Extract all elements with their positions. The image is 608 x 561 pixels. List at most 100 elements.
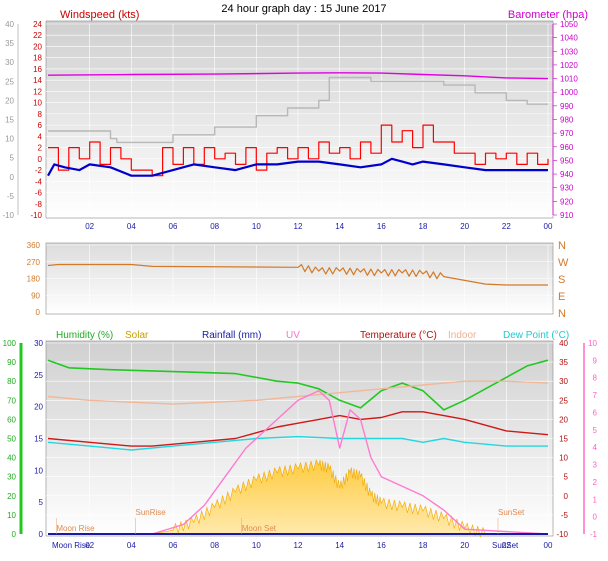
temperature-line xyxy=(47,411,549,447)
humidity-tick-label: 30 xyxy=(7,473,16,482)
indoor-line xyxy=(47,380,549,405)
direction-series xyxy=(47,263,548,286)
baro-tick-label: 1000 xyxy=(560,88,578,97)
baro-tick-label: 1010 xyxy=(560,75,578,84)
temperature-label: Temperature (°C) xyxy=(360,330,437,341)
rain-tick-label: 5 xyxy=(39,498,44,507)
compass-label: W xyxy=(558,257,569,269)
wind-tick-label: -10 xyxy=(30,211,42,220)
atm-x-tick-label: 02 xyxy=(85,541,94,550)
wind-x-tick-label: 18 xyxy=(419,222,428,231)
outer-tick-label: 5 xyxy=(10,154,15,163)
wind_avg-line xyxy=(48,124,549,177)
baro-tick-label: 990 xyxy=(560,102,574,111)
rain-tick-label: 15 xyxy=(34,435,43,444)
wind-x-tick-label: 16 xyxy=(377,222,386,231)
wind-tick-label: 8 xyxy=(38,110,43,119)
uv-label: UV xyxy=(286,330,300,341)
temp-tick-label: 15 xyxy=(559,435,568,444)
humidity-tick-label: 70 xyxy=(7,396,16,405)
wind-x-tick-label: 10 xyxy=(252,222,261,231)
uv-tick-label: 5 xyxy=(593,426,598,435)
atm-x-tick-label: 08 xyxy=(210,541,219,550)
baro-tick-label: 1040 xyxy=(560,34,578,43)
wind-x-tick-label: 04 xyxy=(127,222,136,231)
wind-x-tick-label: 08 xyxy=(210,222,219,231)
humidity-tick-label: 90 xyxy=(7,358,16,367)
atm-x-tick-label: 10 xyxy=(252,541,261,550)
prev_trace-line xyxy=(48,76,548,144)
outer-tick-label: 20 xyxy=(5,96,14,105)
baro-tick-label: 1020 xyxy=(560,61,578,70)
wind-tick-label: 24 xyxy=(33,20,42,29)
baro-tick-label: 930 xyxy=(560,184,574,193)
sun-moon-annotations: SunRise SunSet Moon Rise Moon Set Moon Rise S… xyxy=(52,508,525,550)
humidity-tick-label: 80 xyxy=(7,377,16,386)
atm-x-tick-label: 22 xyxy=(502,541,511,550)
temp-tick-label: 25 xyxy=(559,396,568,405)
annotation-label: Moon Set xyxy=(242,524,277,533)
baro-tick-label: 1050 xyxy=(560,20,578,29)
outer-tick-label: 40 xyxy=(5,20,14,29)
temp-tick-label: 35 xyxy=(559,358,568,367)
wind-tick-label: -2 xyxy=(35,166,43,175)
humidity-tick-label: 60 xyxy=(7,415,16,424)
indoor-label: Indoor xyxy=(448,330,477,341)
dir-tick-label: 180 xyxy=(27,275,41,284)
baro-tick-label: 910 xyxy=(560,211,574,220)
atm-x-tick-label: 20 xyxy=(460,541,469,550)
uv-tick-label: 6 xyxy=(593,408,598,417)
uv-tick-label: 2 xyxy=(593,478,598,487)
temp-tick-label: -10 xyxy=(556,530,568,539)
wind-tick-label: 0 xyxy=(38,155,43,164)
baro-tick-label: 940 xyxy=(560,170,574,179)
baro-tick-label: 980 xyxy=(560,116,574,125)
uv-tick-label: -1 xyxy=(590,530,598,539)
wind-tick-label: -6 xyxy=(35,189,43,198)
wind-axes: 242220181614121086420-2-4-6-8-1040353025… xyxy=(2,20,578,231)
outer-tick-label: 35 xyxy=(5,39,14,48)
annotation-label: SunRise xyxy=(136,508,167,517)
moonrise-bottom-label: Moon Rise xyxy=(52,541,91,550)
wind-x-tick-label: 12 xyxy=(294,222,303,231)
temp-tick-label: 40 xyxy=(559,339,568,348)
atmosphere-axes: 4035302520151050-5-101009080706050403020… xyxy=(3,339,598,550)
dewpoint-line xyxy=(47,435,548,451)
uv-tick-label: 10 xyxy=(588,339,597,348)
rain-tick-label: 10 xyxy=(34,466,43,475)
humidity-tick-label: 40 xyxy=(7,454,16,463)
wind-x-tick-label: 02 xyxy=(85,222,94,231)
uv-tick-label: 4 xyxy=(593,443,598,452)
wind-tick-label: 18 xyxy=(33,54,42,63)
atm-x-tick-label: 06 xyxy=(169,541,178,550)
uv-tick-label: 1 xyxy=(593,495,598,504)
rainfall-label: Rainfall (mm) xyxy=(202,330,261,341)
rain-tick-label: 0 xyxy=(39,530,44,539)
dewpoint-label: Dew Point (°C) xyxy=(503,330,569,341)
annotation-label: SunSet xyxy=(498,508,525,517)
wind-tick-label: 16 xyxy=(33,65,42,74)
temp-tick-label: 5 xyxy=(564,473,569,482)
temp-tick-label: 30 xyxy=(559,377,568,386)
chart-title: 24 hour graph day : 15 June 2017 xyxy=(221,3,386,15)
direction-line xyxy=(47,263,548,286)
humidity-tick-label: 20 xyxy=(7,492,16,501)
humidity-tick-label: 50 xyxy=(7,435,16,444)
wind-tick-label: 12 xyxy=(33,87,42,96)
rain-tick-label: 30 xyxy=(34,339,43,348)
wind-x-tick-label: 06 xyxy=(169,222,178,231)
atm-x-tick-label: 16 xyxy=(377,541,386,550)
compass-label: N xyxy=(558,240,566,252)
temp-tick-label: 0 xyxy=(564,492,569,501)
solar-area xyxy=(48,459,548,538)
baro-tick-label: 1030 xyxy=(560,47,578,56)
humidity-tick-label: 10 xyxy=(7,511,16,520)
uv-tick-label: 3 xyxy=(593,461,598,470)
barometer-label: Barometer (hpa) xyxy=(508,9,588,21)
atm-x-tick-label: 18 xyxy=(419,541,428,550)
humidity-tick-label: 100 xyxy=(3,339,17,348)
temp-tick-label: 10 xyxy=(559,454,568,463)
atmosphere-panel: Humidity (%) Solar Rainfall (mm) UV Temp… xyxy=(3,330,598,550)
